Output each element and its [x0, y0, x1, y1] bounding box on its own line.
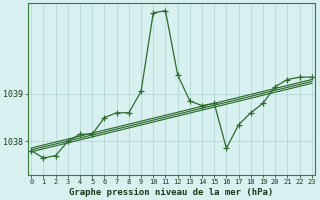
X-axis label: Graphe pression niveau de la mer (hPa): Graphe pression niveau de la mer (hPa)	[69, 188, 274, 197]
